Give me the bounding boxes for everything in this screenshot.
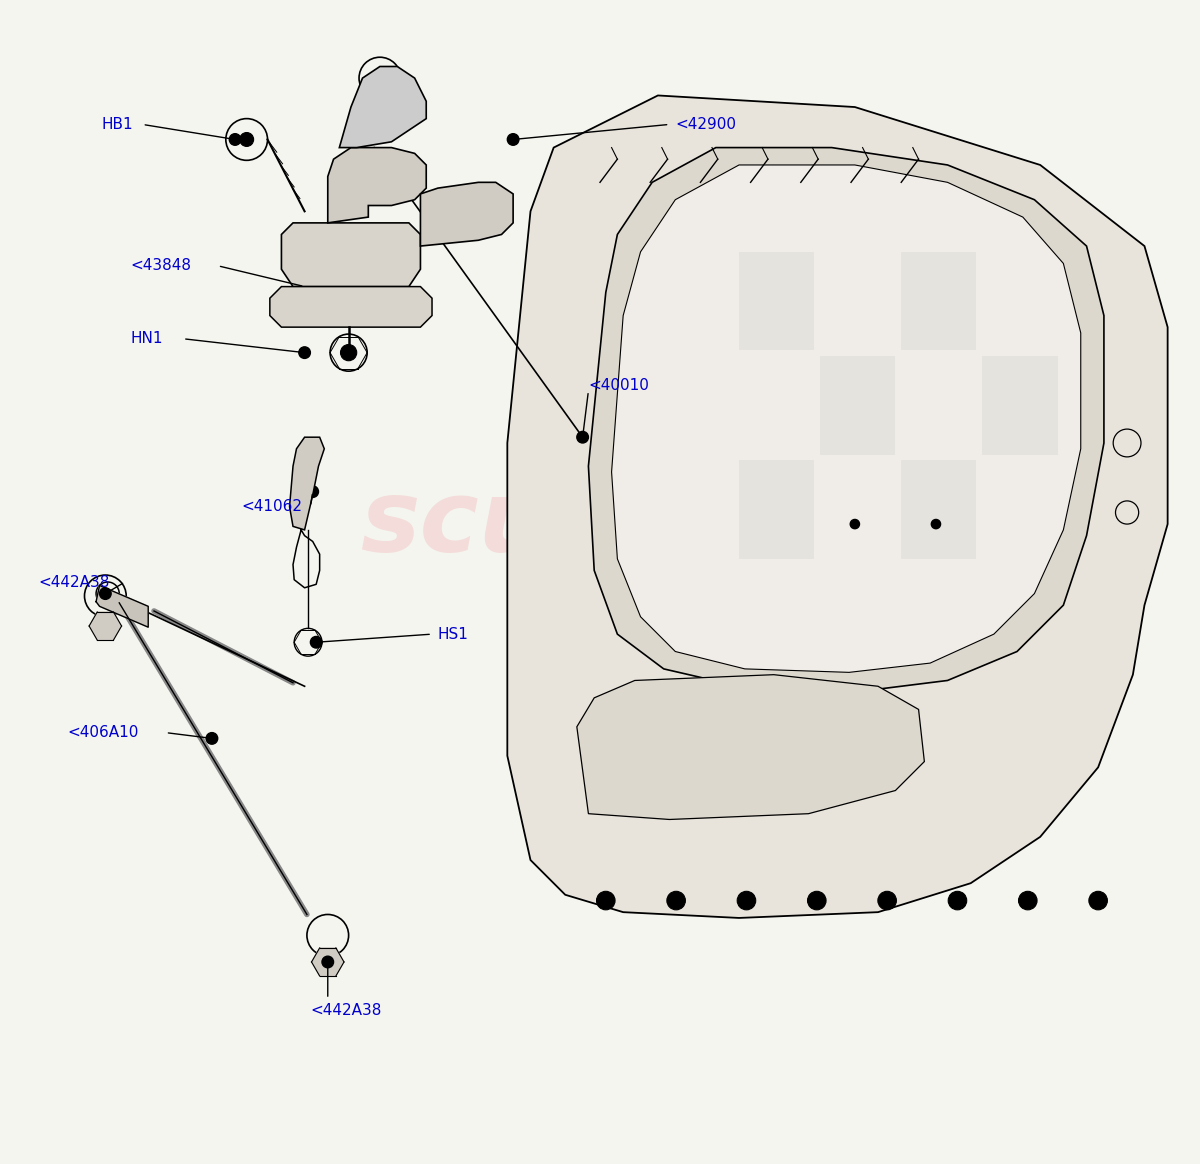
Polygon shape: [983, 356, 1057, 455]
Circle shape: [371, 69, 389, 87]
Circle shape: [311, 637, 322, 648]
Polygon shape: [508, 95, 1168, 918]
Circle shape: [577, 432, 588, 443]
Polygon shape: [328, 148, 426, 222]
Circle shape: [322, 956, 334, 967]
Polygon shape: [282, 222, 420, 286]
Text: HB1: HB1: [102, 116, 133, 132]
Polygon shape: [340, 66, 426, 148]
Circle shape: [98, 619, 113, 633]
Polygon shape: [901, 251, 977, 350]
Circle shape: [240, 133, 253, 147]
Polygon shape: [89, 612, 121, 640]
Circle shape: [667, 892, 685, 910]
Text: <40010: <40010: [588, 377, 649, 392]
Circle shape: [341, 345, 356, 361]
Text: <442A38: <442A38: [311, 1003, 382, 1018]
Text: car parts: car parts: [514, 644, 686, 682]
Polygon shape: [577, 675, 924, 819]
Text: scuderia: scuderia: [360, 476, 840, 573]
Circle shape: [1019, 892, 1037, 910]
Circle shape: [737, 892, 756, 910]
Circle shape: [307, 485, 318, 497]
Circle shape: [948, 892, 967, 910]
Circle shape: [299, 281, 311, 292]
Circle shape: [878, 892, 896, 910]
Polygon shape: [588, 148, 1104, 693]
Polygon shape: [739, 251, 815, 350]
Polygon shape: [420, 183, 514, 246]
Circle shape: [1088, 892, 1108, 910]
Text: <42900: <42900: [676, 116, 737, 132]
Circle shape: [596, 892, 616, 910]
Text: HN1: HN1: [131, 332, 163, 346]
Polygon shape: [96, 585, 149, 627]
Circle shape: [299, 347, 311, 359]
Polygon shape: [312, 947, 344, 977]
Text: <442A38: <442A38: [38, 575, 109, 589]
Circle shape: [320, 954, 335, 968]
Text: HS1: HS1: [438, 626, 469, 641]
Polygon shape: [820, 356, 895, 455]
Circle shape: [508, 134, 518, 146]
Circle shape: [808, 892, 826, 910]
Polygon shape: [289, 438, 324, 530]
Circle shape: [206, 732, 217, 744]
Polygon shape: [612, 165, 1081, 673]
Text: <41062: <41062: [241, 499, 302, 514]
Circle shape: [851, 519, 859, 528]
Polygon shape: [901, 461, 977, 559]
Circle shape: [931, 519, 941, 528]
Circle shape: [100, 588, 112, 599]
Text: <43848: <43848: [131, 258, 192, 274]
Polygon shape: [739, 461, 815, 559]
Polygon shape: [270, 286, 432, 327]
Circle shape: [229, 134, 241, 146]
Text: <406A10: <406A10: [67, 725, 138, 740]
